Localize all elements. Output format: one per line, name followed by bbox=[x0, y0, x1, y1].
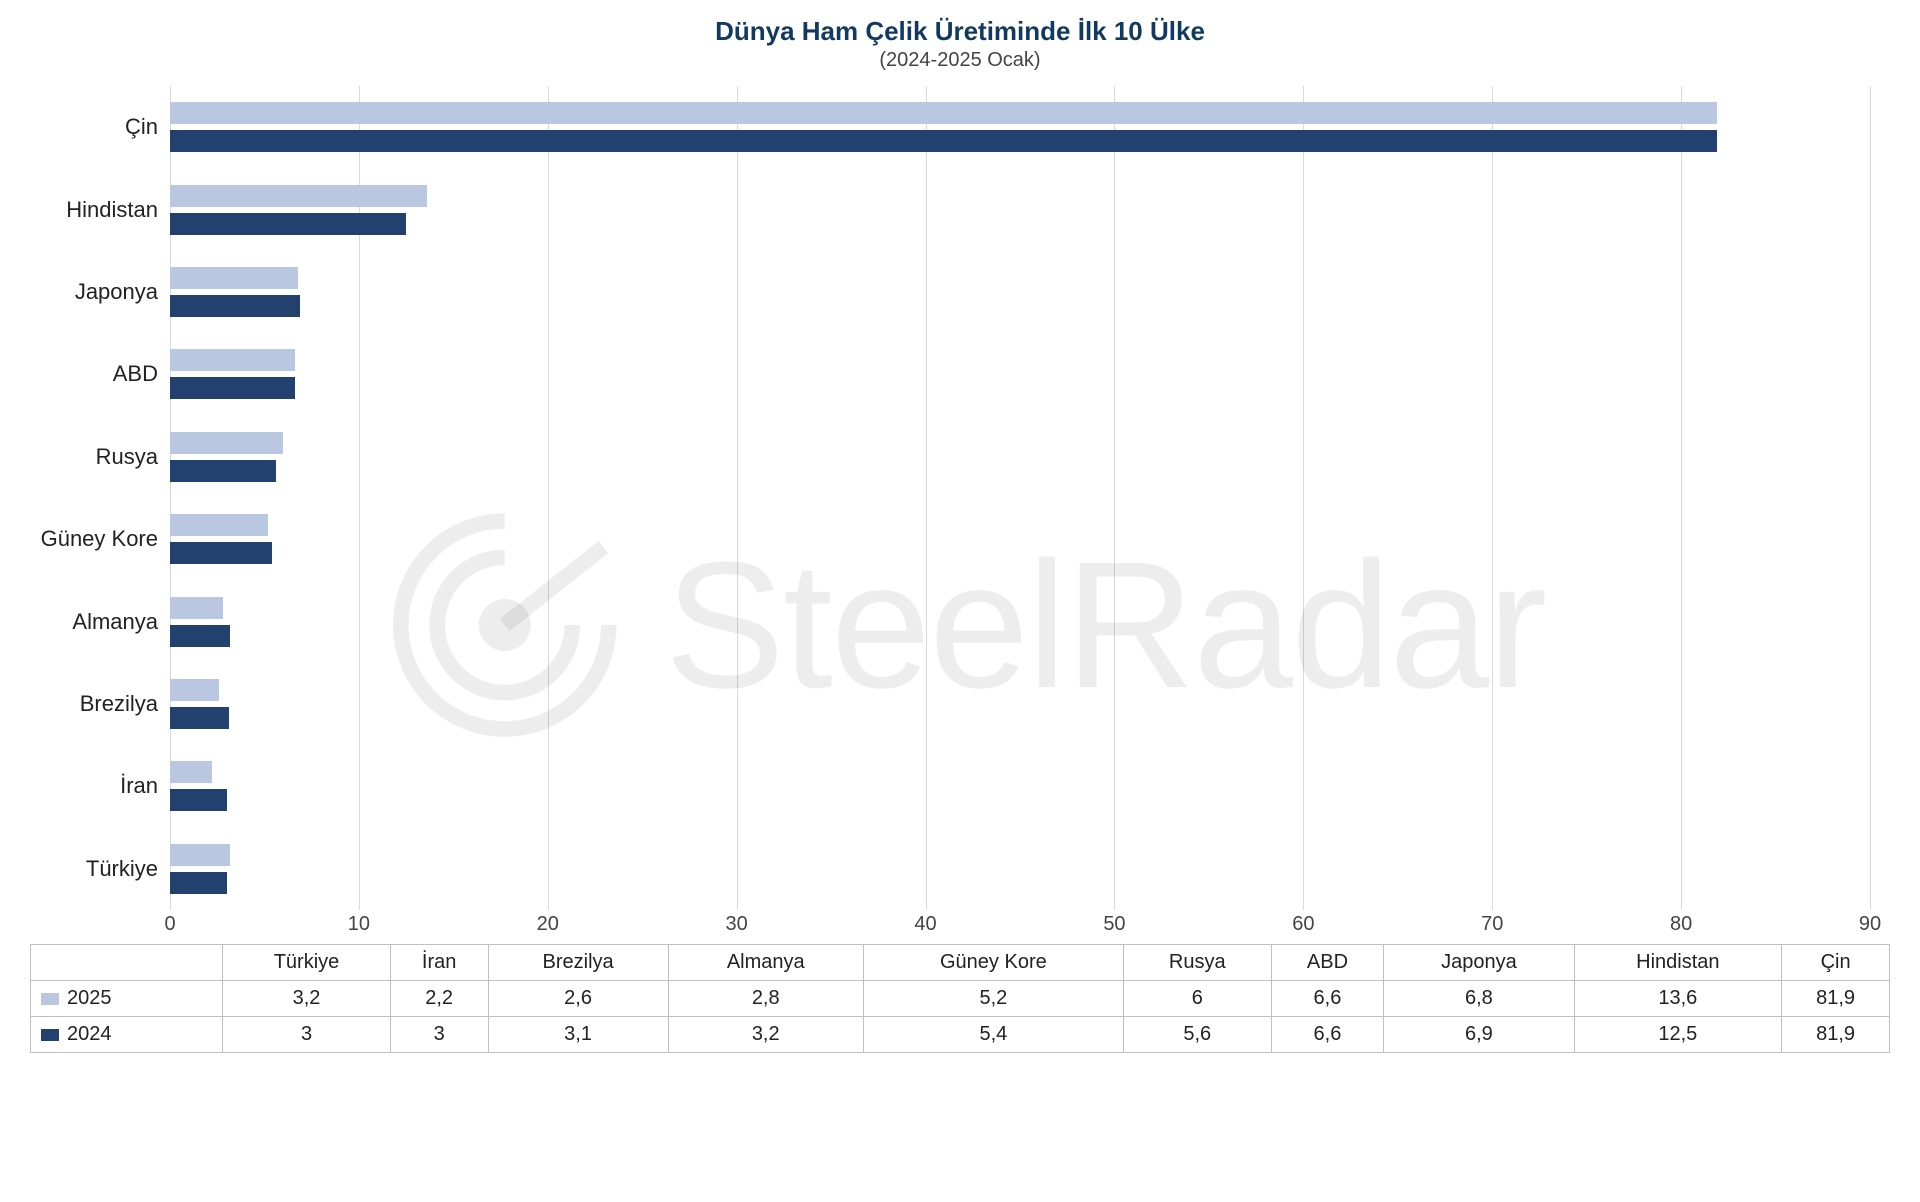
category-row: Güney Kore bbox=[170, 498, 1870, 580]
table-col-header: ABD bbox=[1271, 945, 1384, 981]
table-cell: 6,9 bbox=[1384, 1017, 1574, 1053]
table-cell: 5,2 bbox=[863, 981, 1123, 1017]
table-col-header: Türkiye bbox=[223, 945, 391, 981]
table-cell: 3 bbox=[390, 1017, 488, 1053]
bar-2024 bbox=[170, 213, 406, 235]
category-label: Çin bbox=[30, 114, 170, 140]
table-cell: 81,9 bbox=[1782, 981, 1890, 1017]
bar-2025 bbox=[170, 679, 219, 701]
table-col-header: Rusya bbox=[1123, 945, 1271, 981]
x-tick-label: 30 bbox=[726, 913, 748, 936]
category-row: Japonya bbox=[170, 251, 1870, 333]
legend-swatch bbox=[41, 993, 59, 1005]
table-cell: 2,6 bbox=[488, 981, 668, 1017]
table-cell: 6 bbox=[1123, 981, 1271, 1017]
bar-2025 bbox=[170, 514, 268, 536]
x-tick-label: 60 bbox=[1292, 913, 1314, 936]
table-cell: 3,2 bbox=[223, 981, 391, 1017]
bar-2024 bbox=[170, 707, 229, 729]
table-cell: 3,1 bbox=[488, 1017, 668, 1053]
bar-2024 bbox=[170, 872, 227, 894]
legend-swatch bbox=[41, 1029, 59, 1041]
bar-2024 bbox=[170, 542, 272, 564]
bar-2024 bbox=[170, 460, 276, 482]
x-tick-label: 20 bbox=[537, 913, 559, 936]
bar-2024 bbox=[170, 625, 230, 647]
bar-2025 bbox=[170, 185, 427, 207]
chart-subtitle: (2024-2025 Ocak) bbox=[30, 49, 1890, 72]
table-cell: 6,8 bbox=[1384, 981, 1574, 1017]
category-label: Almanya bbox=[30, 609, 170, 635]
category-row: İran bbox=[170, 745, 1870, 827]
table-col-header: Güney Kore bbox=[863, 945, 1123, 981]
table-cell: 2,8 bbox=[668, 981, 863, 1017]
category-row: Almanya bbox=[170, 580, 1870, 662]
category-row: Brezilya bbox=[170, 663, 1870, 745]
table-cell: 6,6 bbox=[1271, 1017, 1384, 1053]
table-cell: 5,4 bbox=[863, 1017, 1123, 1053]
table-cell: 13,6 bbox=[1574, 981, 1782, 1017]
table-col-header: Japonya bbox=[1384, 945, 1574, 981]
x-tick-label: 80 bbox=[1670, 913, 1692, 936]
table-cell: 3,2 bbox=[668, 1017, 863, 1053]
table-col-header: Almanya bbox=[668, 945, 863, 981]
table-col-header: İran bbox=[390, 945, 488, 981]
category-label: İran bbox=[30, 773, 170, 799]
bar-2025 bbox=[170, 267, 298, 289]
category-label: Rusya bbox=[30, 444, 170, 470]
bar-2025 bbox=[170, 432, 283, 454]
category-label: ABD bbox=[30, 361, 170, 387]
x-tick-label: 0 bbox=[164, 913, 175, 936]
category-row: Rusya bbox=[170, 416, 1870, 498]
bar-2025 bbox=[170, 349, 295, 371]
table-cell: 81,9 bbox=[1782, 1017, 1890, 1053]
category-row: ABD bbox=[170, 333, 1870, 415]
table-col-header: Brezilya bbox=[488, 945, 668, 981]
table-cell: 5,6 bbox=[1123, 1017, 1271, 1053]
category-label: Brezilya bbox=[30, 691, 170, 717]
bar-2024 bbox=[170, 789, 227, 811]
x-tick-label: 40 bbox=[914, 913, 936, 936]
table-col-header: Hindistan bbox=[1574, 945, 1782, 981]
data-table: TürkiyeİranBrezilyaAlmanyaGüney KoreRusy… bbox=[30, 944, 1890, 1053]
table-corner bbox=[31, 945, 223, 981]
category-row: Hindistan bbox=[170, 168, 1870, 250]
category-label: Japonya bbox=[30, 279, 170, 305]
table-row-header: 2025 bbox=[31, 981, 223, 1017]
category-row: Türkiye bbox=[170, 828, 1870, 910]
chart-container: Dünya Ham Çelik Üretiminde İlk 10 Ülke (… bbox=[30, 10, 1890, 1053]
chart-title: Dünya Ham Çelik Üretiminde İlk 10 Ülke bbox=[30, 16, 1890, 47]
x-tick-label: 70 bbox=[1481, 913, 1503, 936]
bar-2024 bbox=[170, 295, 300, 317]
table-cell: 2,2 bbox=[390, 981, 488, 1017]
table-cell: 3 bbox=[223, 1017, 391, 1053]
table-row-header: 2024 bbox=[31, 1017, 223, 1053]
bar-2025 bbox=[170, 844, 230, 866]
bar-2025 bbox=[170, 761, 212, 783]
table-col-header: Çin bbox=[1782, 945, 1890, 981]
x-tick-label: 50 bbox=[1103, 913, 1125, 936]
grid-line bbox=[1870, 86, 1871, 910]
bar-2024 bbox=[170, 130, 1717, 152]
bar-2025 bbox=[170, 597, 223, 619]
x-tick-label: 90 bbox=[1859, 913, 1881, 936]
plot-area: 0102030405060708090ÇinHindistanJaponyaAB… bbox=[170, 86, 1870, 936]
category-label: Güney Kore bbox=[30, 526, 170, 552]
bar-2024 bbox=[170, 377, 295, 399]
category-label: Türkiye bbox=[30, 856, 170, 882]
table-cell: 6,6 bbox=[1271, 981, 1384, 1017]
category-label: Hindistan bbox=[30, 197, 170, 223]
table-cell: 12,5 bbox=[1574, 1017, 1782, 1053]
x-tick-label: 10 bbox=[348, 913, 370, 936]
category-row: Çin bbox=[170, 86, 1870, 168]
bar-2025 bbox=[170, 102, 1717, 124]
